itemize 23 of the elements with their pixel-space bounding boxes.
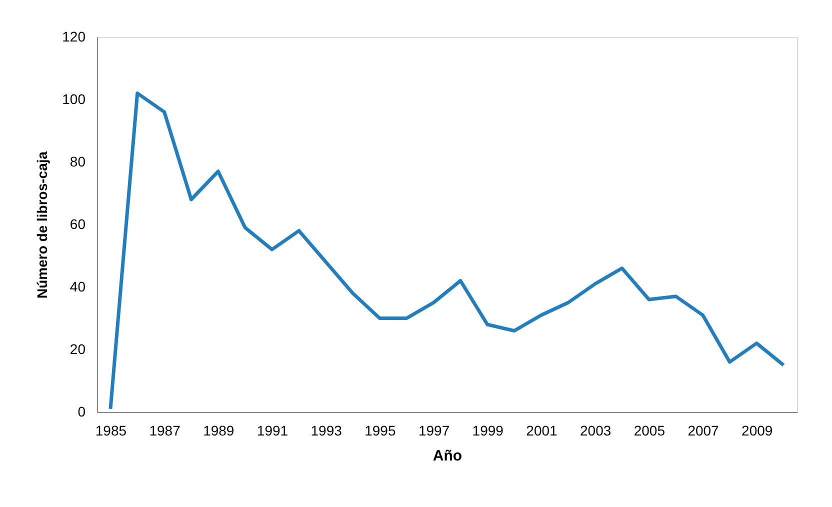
x-tick-label: 2003 (580, 422, 612, 438)
x-axis-title: Año (432, 448, 462, 464)
y-tick-label: 40 (70, 278, 86, 294)
x-tick-label: 1995 (364, 422, 396, 438)
y-tick-label: 120 (62, 28, 86, 44)
y-tick-label: 20 (70, 341, 86, 357)
x-tick-label: 2001 (526, 422, 558, 438)
y-tick-label: 60 (70, 216, 86, 232)
x-tick-label: 1993 (310, 422, 342, 438)
y-tick-label: 80 (70, 154, 86, 170)
x-tick-label: 1985 (95, 422, 127, 438)
y-tick-label: 0 (78, 404, 86, 420)
x-tick-label: 2005 (634, 422, 666, 438)
x-tick-label: 1997 (418, 422, 450, 438)
x-tick-label: 1991 (256, 422, 288, 438)
line-series (108, 92, 786, 411)
x-tick-label: 2009 (742, 422, 773, 438)
x-tick-label: 1999 (472, 422, 504, 438)
x-tick-label: 2007 (688, 422, 720, 438)
x-tick-label: 1989 (203, 422, 234, 438)
y-tick-label: 100 (62, 91, 86, 107)
x-tick-label: 1987 (149, 422, 181, 438)
y-axis-title: Número de libros-caja (34, 151, 50, 299)
